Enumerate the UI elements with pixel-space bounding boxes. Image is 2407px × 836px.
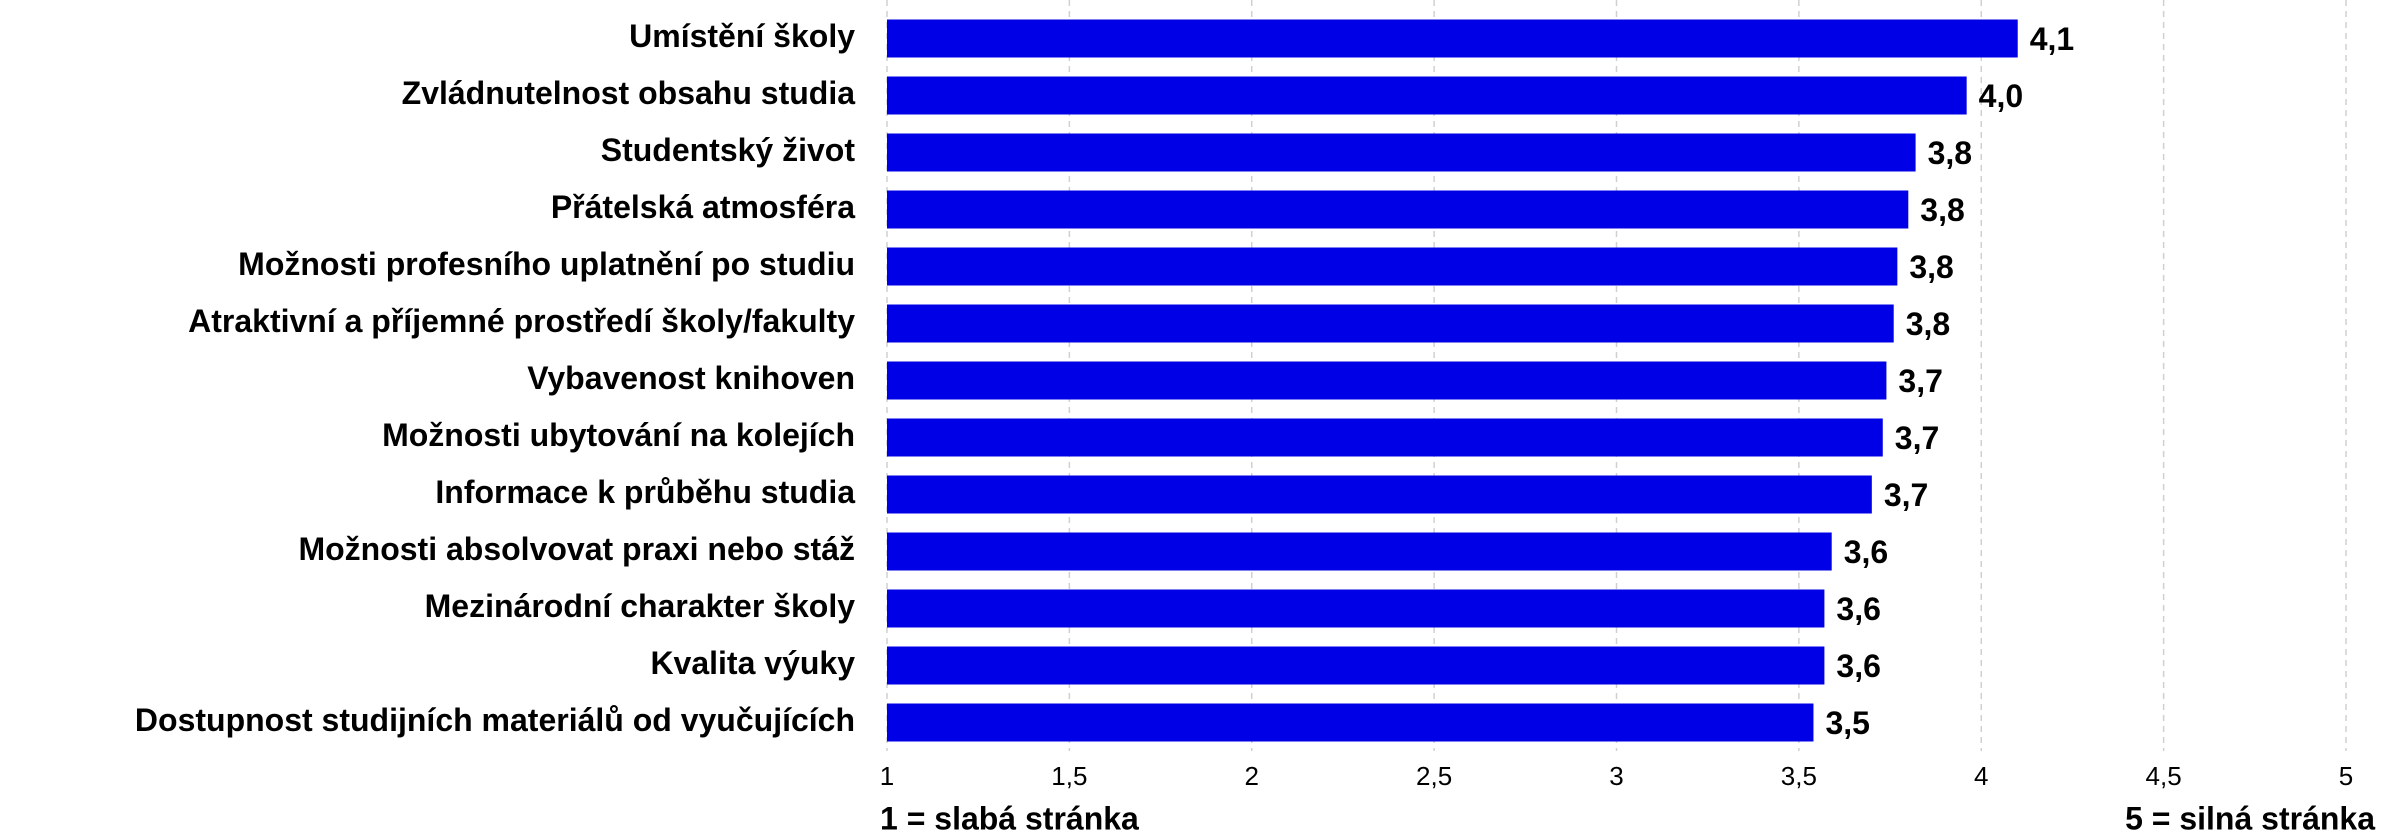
- y-tick-label: Mezinárodní charakter školy: [425, 588, 856, 624]
- bar: [887, 247, 1898, 286]
- bar: [887, 703, 1814, 742]
- bar: [887, 190, 1909, 229]
- y-tick-label: Možnosti profesního uplatnění po studiu: [238, 246, 855, 282]
- value-label: 4,1: [2030, 21, 2074, 57]
- x-tick-label: 5: [2339, 761, 2353, 791]
- y-tick-label: Vybavenost knihoven: [527, 360, 855, 396]
- x-tick-label: 2: [1245, 761, 1259, 791]
- bar: [887, 532, 1832, 571]
- bar: [887, 19, 2018, 58]
- x-tick-label: 3,5: [1781, 761, 1817, 791]
- annotation: 1 = slabá stránka: [880, 800, 1139, 836]
- y-tick-label: Kvalita výuky: [650, 645, 855, 681]
- annotation: 5 = silná stránka: [2125, 800, 2375, 836]
- value-label: 3,6: [1844, 534, 1888, 570]
- bar: [887, 76, 1967, 115]
- value-label: 3,5: [1825, 705, 1869, 741]
- x-tick-label: 4: [1974, 761, 1988, 791]
- value-label: 3,8: [1920, 192, 1964, 228]
- y-tick-label: Možnosti absolvovat praxi nebo stáž: [298, 531, 855, 567]
- value-label: 3,8: [1906, 306, 1950, 342]
- x-tick-label: 1,5: [1051, 761, 1087, 791]
- x-tick-label: 4,5: [2146, 761, 2182, 791]
- bar: [887, 133, 1916, 172]
- y-tick-label: Dostupnost studijních materiálů od vyuču…: [135, 702, 855, 738]
- value-label: 3,6: [1836, 648, 1880, 684]
- y-tick-label: Studentský život: [601, 132, 856, 168]
- y-tick-label: Atraktivní a příjemné prostředí školy/fa…: [188, 303, 855, 339]
- y-tick-label: Možnosti ubytování na kolejích: [382, 417, 855, 453]
- y-tick-label: Umístění školy: [629, 18, 855, 54]
- bar: [887, 475, 1872, 514]
- x-tick-label: 1: [880, 761, 894, 791]
- value-label: 3,7: [1895, 420, 1939, 456]
- value-label: 3,8: [1909, 249, 1953, 285]
- bar: [887, 361, 1887, 400]
- value-label: 3,7: [1884, 477, 1928, 513]
- bar: [887, 589, 1825, 628]
- y-tick-label: Zvládnutelnost obsahu studia: [402, 75, 856, 111]
- bar: [887, 646, 1825, 685]
- y-tick-label: Přátelská atmosféra: [551, 189, 855, 225]
- value-label: 3,7: [1898, 363, 1942, 399]
- bar: [887, 304, 1894, 343]
- x-tick-label: 3: [1609, 761, 1623, 791]
- y-tick-label: Informace k průběhu studia: [435, 474, 855, 510]
- x-tick-label: 2,5: [1416, 761, 1452, 791]
- bar: [887, 418, 1883, 457]
- value-label: 3,6: [1836, 591, 1880, 627]
- value-label: 3,8: [1928, 135, 1972, 171]
- value-label: 4,0: [1979, 78, 2023, 114]
